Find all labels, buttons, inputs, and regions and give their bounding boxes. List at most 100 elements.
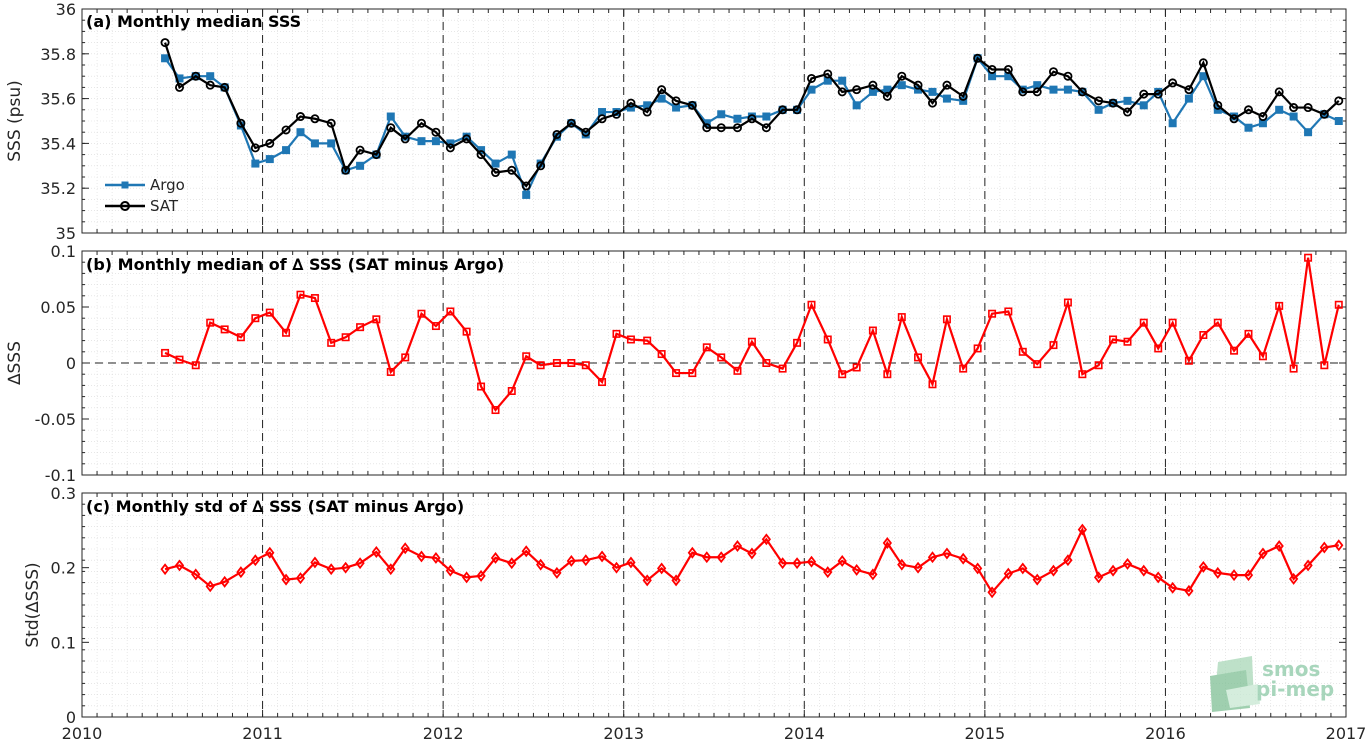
data-point <box>987 64 997 74</box>
data-point <box>611 561 622 574</box>
data-point <box>688 369 697 378</box>
data-point <box>1018 562 1028 575</box>
data-point <box>1078 370 1087 379</box>
data-point <box>823 566 833 579</box>
data-point <box>958 91 968 101</box>
data-point <box>597 550 607 563</box>
data-point <box>507 386 516 395</box>
data-point <box>400 542 410 555</box>
data-point <box>1003 64 1013 74</box>
data-point <box>355 145 365 155</box>
data-point <box>446 307 455 316</box>
data-point <box>461 571 472 584</box>
data-point <box>371 150 381 160</box>
data-point <box>1198 58 1208 68</box>
data-point <box>1229 569 1239 582</box>
data-point <box>897 81 906 90</box>
data-point <box>536 161 546 171</box>
x-tick-label: 2013 <box>603 724 644 743</box>
data-point <box>1304 253 1313 262</box>
data-point <box>310 114 320 124</box>
data-point <box>356 323 365 332</box>
data-point <box>702 551 712 564</box>
data-point <box>476 569 486 582</box>
data-point <box>431 127 441 137</box>
grid-layer <box>82 9 1346 717</box>
data-point <box>386 112 395 121</box>
data-point <box>687 100 697 110</box>
data-point <box>1244 329 1253 338</box>
data-point <box>702 343 711 352</box>
data-point <box>1243 105 1253 115</box>
data-point <box>611 109 621 119</box>
data-point <box>807 300 816 309</box>
label-layer: 35 35.2 35.4 35.6 35.8 36 -0.1 -0.05 0 0.05 0.1 0 0.… <box>35 0 1367 743</box>
data-point <box>1213 318 1222 327</box>
data-point <box>657 94 666 103</box>
data-point <box>372 315 381 324</box>
data-point <box>1063 85 1072 94</box>
data-point <box>491 159 500 168</box>
data-point <box>1275 301 1284 310</box>
data-point <box>191 361 200 370</box>
data-point <box>326 563 336 576</box>
series-line-panel2 <box>164 526 1339 595</box>
data-point <box>792 557 802 570</box>
data-point <box>716 123 726 133</box>
data-point <box>1063 554 1073 567</box>
legend-argo-label: Argo <box>150 176 185 194</box>
data-point <box>327 338 336 347</box>
data-point <box>1258 547 1268 560</box>
data-point <box>191 71 201 81</box>
data-point <box>1093 571 1104 584</box>
data-point <box>581 554 591 567</box>
data-point <box>882 537 892 549</box>
data-point <box>761 123 771 133</box>
data-point <box>823 69 833 79</box>
data-point <box>386 563 396 576</box>
data-point <box>236 566 246 579</box>
data-point <box>762 358 771 367</box>
data-point <box>1122 557 1133 570</box>
data-point <box>1153 89 1163 99</box>
data-point <box>928 87 937 96</box>
data-point <box>838 76 847 85</box>
data-point <box>161 348 170 357</box>
data-point <box>837 87 847 97</box>
data-point <box>1258 112 1268 122</box>
data-point <box>552 566 562 579</box>
data-point <box>265 308 274 317</box>
data-point <box>913 80 923 90</box>
data-point <box>445 143 455 153</box>
data-point <box>852 363 861 372</box>
data-point <box>1032 87 1042 97</box>
data-point <box>716 551 726 564</box>
data-point <box>927 98 937 108</box>
data-point <box>295 112 305 122</box>
data-point <box>897 558 907 571</box>
data-point <box>972 562 983 575</box>
data-point <box>341 333 350 342</box>
data-point <box>1139 89 1149 99</box>
data-point <box>1139 101 1148 110</box>
y-tick-label: 35.2 <box>40 179 76 198</box>
data-point <box>1048 67 1058 77</box>
data-point <box>1168 119 1177 128</box>
data-point <box>295 572 306 585</box>
data-point <box>717 110 726 119</box>
data-point <box>1153 571 1163 584</box>
x-tick-label: 2017 <box>1326 724 1367 743</box>
data-point <box>687 546 697 559</box>
data-point <box>1319 541 1329 554</box>
legend: Argo SAT <box>105 176 185 215</box>
data-point <box>626 556 636 569</box>
data-point <box>868 568 878 581</box>
data-point <box>868 80 878 90</box>
data-point <box>838 370 847 379</box>
data-point <box>265 155 274 164</box>
data-point <box>552 129 562 139</box>
data-point <box>733 114 742 123</box>
data-point <box>416 550 427 563</box>
panel-c-title: (c) Monthly std of ∆ SSS (SAT minus Argo… <box>86 497 464 516</box>
data-point <box>1139 564 1149 577</box>
